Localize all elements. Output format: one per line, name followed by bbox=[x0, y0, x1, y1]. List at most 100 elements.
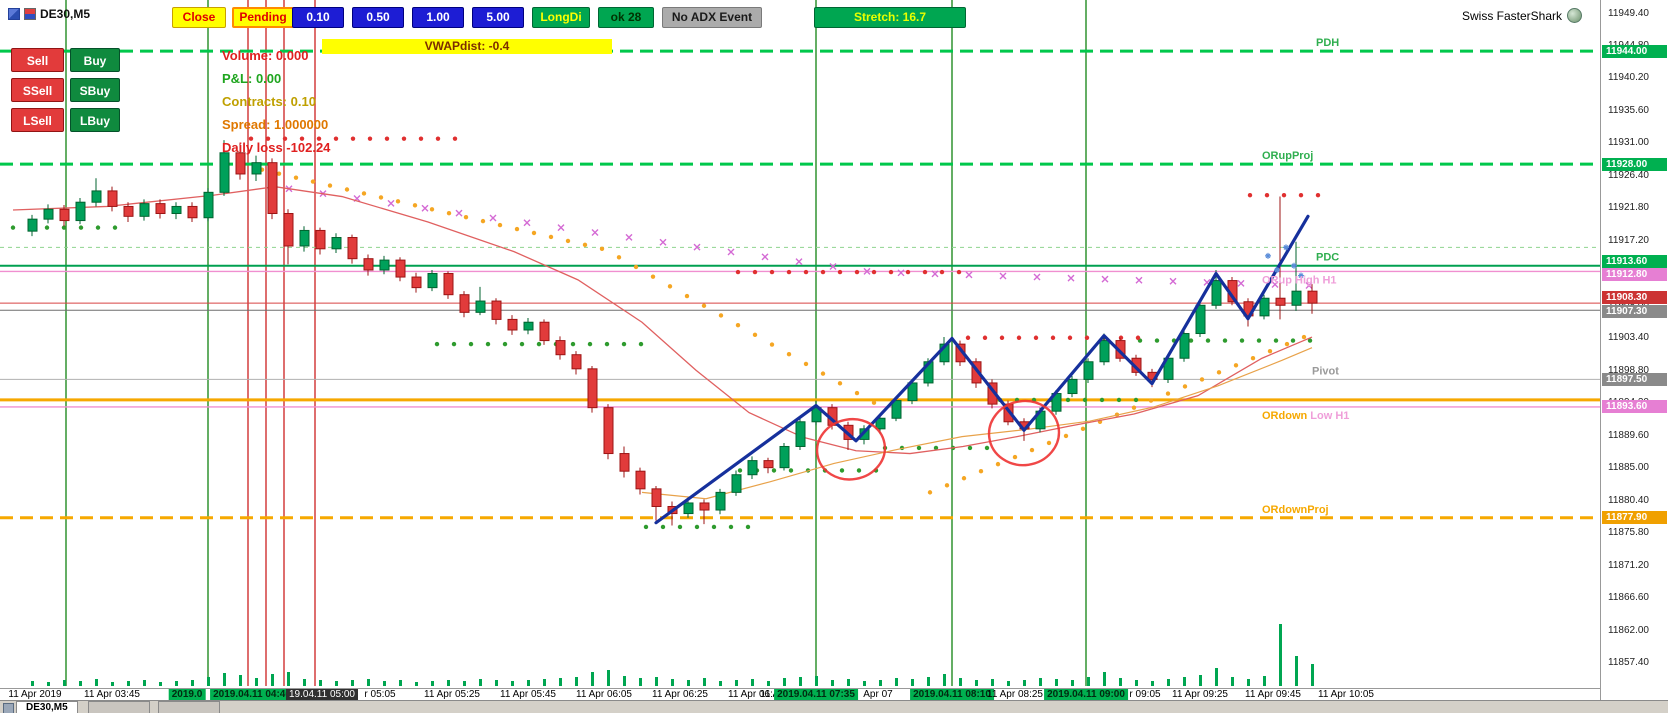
orange-sar-up bbox=[1182, 384, 1188, 389]
vwap-x-marker bbox=[591, 229, 599, 237]
green-support-left bbox=[95, 225, 101, 230]
price-level-badge: 11908.30 bbox=[1602, 290, 1667, 304]
orange-sar-down-1 bbox=[276, 171, 282, 176]
vwap-x-marker bbox=[421, 204, 429, 212]
close-button[interactable]: Close bbox=[172, 7, 226, 28]
ma-slow-red bbox=[12, 186, 1313, 455]
orange-sar-up bbox=[1267, 348, 1273, 354]
signal-marker bbox=[1283, 244, 1289, 251]
vwap-x-marker bbox=[931, 270, 939, 278]
volume-bar bbox=[1167, 679, 1170, 686]
orange-sar-down-2 bbox=[616, 255, 622, 260]
green-support-1 bbox=[434, 341, 440, 347]
candle-body bbox=[763, 460, 774, 469]
tab-2[interactable] bbox=[88, 701, 150, 713]
volume-bar bbox=[415, 682, 418, 686]
red-resistance-3 bbox=[965, 335, 971, 340]
limit-buy-button[interactable]: LBuy bbox=[70, 108, 120, 132]
candle-body bbox=[123, 205, 134, 217]
volume-100-button[interactable]: 1.00 bbox=[412, 7, 464, 28]
volume-010-button[interactable]: 0.10 bbox=[292, 7, 344, 28]
vwap-x-marker bbox=[863, 267, 871, 275]
green-support-6 bbox=[1273, 338, 1279, 343]
chart-canvas[interactable]: PDH ORupProj PDC ORup High H1 Pivot ORdown Lo… bbox=[0, 0, 1600, 688]
candle-body bbox=[91, 190, 102, 203]
candle-body bbox=[283, 213, 294, 247]
candle-body bbox=[1195, 304, 1206, 335]
candle-body bbox=[267, 162, 278, 215]
orange-sar-down-2 bbox=[854, 390, 860, 396]
price-tick: 11898.80 bbox=[1608, 364, 1649, 376]
green-support-left bbox=[44, 225, 50, 230]
orange-sar-up bbox=[1165, 391, 1171, 396]
stop-buy-button[interactable]: SBuy bbox=[70, 78, 120, 102]
limit-sell-button[interactable]: LSell bbox=[11, 108, 64, 132]
candle-body bbox=[891, 400, 902, 419]
candle-body bbox=[539, 321, 550, 342]
red-resistance-2 bbox=[769, 269, 775, 275]
orange-sar-up bbox=[1029, 447, 1035, 453]
red-resistance-3 bbox=[982, 335, 988, 340]
volume-bar bbox=[607, 670, 610, 686]
candle-body bbox=[971, 361, 982, 384]
vwap-x-marker bbox=[761, 253, 769, 261]
green-support-1 bbox=[570, 341, 576, 347]
price-level-badge: 11907.30 bbox=[1602, 304, 1667, 318]
volume-bar bbox=[655, 677, 658, 686]
volume-bar bbox=[223, 673, 226, 686]
candle-body bbox=[171, 205, 182, 215]
green-support-1 bbox=[485, 341, 491, 347]
session-time-label: 19.04.11 05:00 bbox=[286, 689, 358, 701]
tab-de30-m5[interactable]: DE30,M5 bbox=[16, 701, 78, 713]
longdi-button[interactable]: LongDi bbox=[532, 7, 590, 28]
volume-bar bbox=[879, 680, 882, 686]
sell-button[interactable]: Sell bbox=[11, 48, 64, 72]
time-label: 11 Apr 2019 bbox=[8, 689, 62, 700]
price-axis[interactable]: 11949.4011944.8011940.2011935.6011931.00… bbox=[1600, 0, 1668, 700]
time-label: 11 Apr 05:45 bbox=[500, 689, 556, 700]
time-axis[interactable]: 11 Apr 2019 11 Apr 03:45 2019.0 2019.04.11 … bbox=[0, 688, 1600, 701]
orange-sar-down-1 bbox=[497, 222, 503, 228]
price-level-badge: 11912.80 bbox=[1602, 267, 1667, 281]
time-label: 11 Apr 03:45 bbox=[84, 689, 140, 700]
pending-button[interactable]: Pending bbox=[232, 7, 294, 28]
green-support-1 bbox=[638, 341, 644, 347]
symbol-icon bbox=[24, 8, 36, 20]
price-level-badge: 11897.50 bbox=[1602, 372, 1667, 386]
price-level-badge: 11928.00 bbox=[1602, 157, 1667, 171]
volume-bar bbox=[431, 681, 434, 686]
orange-sar-down-1 bbox=[565, 238, 571, 244]
orange-sar-down-2 bbox=[752, 332, 758, 338]
red-resistance-1 bbox=[350, 136, 356, 141]
orange-sar-up bbox=[1063, 433, 1069, 439]
time-label: 11 Apr 09:25 bbox=[1172, 689, 1228, 700]
volume-bar bbox=[47, 682, 50, 686]
candle-body bbox=[1259, 297, 1270, 317]
annotation-circles-layer bbox=[815, 399, 1061, 481]
account-info-block: Volume: 0.000 P&L: 0.00 Contracts: 0.10 … bbox=[222, 44, 330, 159]
vwap-x-marker bbox=[897, 269, 905, 277]
volume-bar bbox=[671, 679, 674, 686]
red-resistance-3 bbox=[999, 335, 1005, 340]
volume-050-button[interactable]: 0.50 bbox=[352, 7, 404, 28]
candle-body bbox=[427, 273, 438, 289]
green-support-4 bbox=[967, 445, 973, 451]
session-time-label: 2019.04.11 08:10 bbox=[910, 689, 994, 701]
volume-bar bbox=[1023, 680, 1026, 686]
volume-bar bbox=[719, 681, 722, 686]
dots-layer bbox=[10, 136, 1321, 530]
info-contracts: Contracts: 0.10 bbox=[222, 94, 316, 109]
tab-label: DE30,M5 bbox=[26, 702, 68, 713]
volume-layer bbox=[31, 624, 1314, 686]
buy-button[interactable]: Buy bbox=[70, 48, 120, 72]
volume-bar bbox=[1071, 680, 1074, 686]
tab-3[interactable] bbox=[158, 701, 220, 713]
candle-body bbox=[587, 368, 598, 409]
green-support-5 bbox=[1082, 397, 1088, 403]
vwap-x-marker bbox=[1101, 275, 1109, 283]
volume-500-button[interactable]: 5.00 bbox=[472, 7, 524, 28]
stop-sell-button[interactable]: SSell bbox=[11, 78, 64, 102]
green-support-6 bbox=[1290, 338, 1296, 343]
orange-sar-up bbox=[961, 476, 967, 481]
vwap-x-marker bbox=[999, 272, 1007, 280]
